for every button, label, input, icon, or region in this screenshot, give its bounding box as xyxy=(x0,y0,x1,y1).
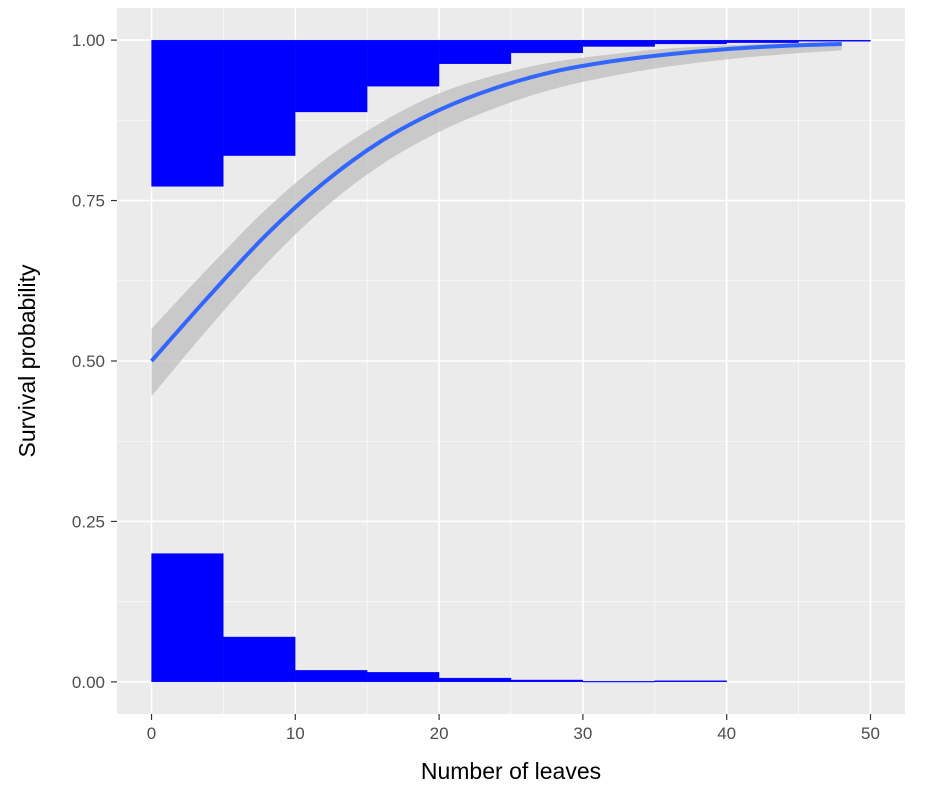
bar-bottom xyxy=(510,679,584,683)
bars-top xyxy=(151,39,871,187)
bar-top xyxy=(726,39,799,43)
y-axis: 0.00 0.25 0.50 0.75 1.00 xyxy=(72,31,117,692)
bar-top xyxy=(654,39,727,45)
bar-top xyxy=(151,39,224,187)
bar-bottom xyxy=(151,553,224,683)
bar-top xyxy=(798,39,871,42)
x-tick-label: 20 xyxy=(430,724,449,743)
bars-bottom xyxy=(151,553,727,683)
bar-bottom xyxy=(295,670,368,683)
x-axis-title: Number of leaves xyxy=(421,758,601,784)
fit-line xyxy=(150,41,842,363)
x-tick-label: 10 xyxy=(286,724,305,743)
bar-bottom xyxy=(438,677,512,683)
y-tick-label: 1.00 xyxy=(72,31,105,50)
logistic-fit xyxy=(150,41,842,397)
bar-top xyxy=(223,39,296,156)
bar-top xyxy=(582,39,655,47)
bar-bottom xyxy=(367,672,440,683)
x-axis: 0 10 20 30 40 50 xyxy=(147,714,880,743)
x-tick-label: 50 xyxy=(861,724,880,743)
y-tick-label: 0.50 xyxy=(72,352,105,371)
bar-top xyxy=(438,39,512,64)
bar-bottom xyxy=(654,680,727,683)
y-tick-label: 0.25 xyxy=(72,512,105,531)
confidence-band xyxy=(151,42,842,397)
bar-top xyxy=(295,39,368,113)
x-tick-label: 0 xyxy=(147,724,156,743)
bar-top xyxy=(367,39,440,87)
y-tick-label: 0.00 xyxy=(72,673,105,692)
x-tick-label: 30 xyxy=(573,724,592,743)
y-axis-title: Survival probability xyxy=(14,264,40,458)
bar-top xyxy=(510,39,584,54)
x-tick-label: 40 xyxy=(717,724,736,743)
bar-bottom xyxy=(582,681,655,683)
bar-bottom xyxy=(223,636,296,683)
y-tick-label: 0.75 xyxy=(72,192,105,211)
